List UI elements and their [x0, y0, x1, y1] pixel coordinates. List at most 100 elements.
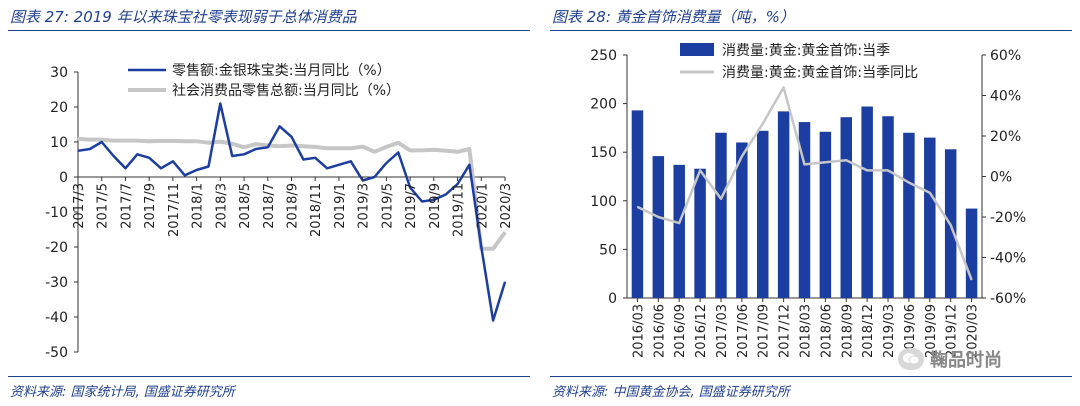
y-tick-label: -50 [45, 345, 68, 361]
data-point [866, 169, 868, 172]
x-tick-label: 2019/1 [333, 183, 348, 229]
data-point [255, 148, 257, 150]
x-tick-label: 2017/3 [72, 183, 87, 229]
x-tick-label: 2017/06 [736, 304, 751, 358]
x-tick-label: 2017/5 [96, 183, 111, 229]
data-point [184, 140, 186, 142]
watermark: 鞠品时尚 [898, 346, 1002, 372]
x-tick-label: 2019/3 [357, 183, 372, 229]
data-point [678, 222, 680, 224]
bar [819, 131, 832, 298]
data-point [219, 141, 221, 143]
y2-tick-label: 40% [990, 89, 1021, 105]
y-tick-label: 0 [608, 291, 617, 307]
y-tick-label: -40 [45, 310, 68, 326]
x-tick-label: 2018/09 [840, 304, 855, 358]
data-point [101, 138, 103, 141]
right-source: 资料来源: 中国黄金协会, 国盛证券研究所 [552, 385, 790, 400]
y2-tick-label: -60% [990, 291, 1026, 307]
y-tick-label: 100 [590, 194, 617, 210]
bar [882, 116, 894, 299]
x-tick-label: 2019/11 [452, 183, 467, 237]
data-point [302, 145, 304, 147]
legend-swatch [680, 43, 714, 56]
data-point [741, 155, 743, 157]
data-point [433, 199, 435, 201]
data-point [267, 146, 269, 148]
data-point [845, 159, 847, 161]
data-point [492, 319, 494, 322]
x-tick-label: 2018/9 [286, 183, 301, 229]
x-tick-label: 2019/7 [404, 183, 419, 229]
x-tick-label: 2018/06 [819, 304, 834, 358]
data-point [636, 206, 639, 208]
data-point [314, 146, 316, 148]
bar [965, 208, 978, 298]
x-tick-label: 2018/1 [191, 183, 206, 229]
x-tick-label: 2017/09 [757, 304, 772, 358]
left-panel: 图表 27: 2019 年以来珠宝社零表现弱于总体消费品 30 20 10 0 -10 -… [0, 0, 538, 406]
y-tick-label: 10 [50, 135, 68, 151]
x-tick-label: 2017/11 [167, 183, 182, 237]
data-point [373, 176, 376, 178]
data-point [421, 149, 423, 151]
data-point [970, 279, 973, 281]
right-chart-title: 图表 28: 黄金首饰消费量（吨，%） [552, 8, 795, 26]
data-point [468, 164, 471, 166]
legend-label: 消费量:黄金:黄金首饰:当季同比 [722, 64, 918, 81]
bar [694, 168, 706, 298]
data-point [456, 151, 459, 153]
data-point [207, 165, 210, 168]
data-point [385, 146, 387, 148]
data-point [136, 140, 138, 142]
data-point [148, 157, 150, 159]
data-point [326, 147, 328, 149]
y-tick-label: -30 [45, 275, 68, 291]
bar [652, 156, 665, 298]
data-point [326, 167, 328, 169]
y-tick-label: 30 [50, 65, 68, 81]
data-point [397, 151, 399, 154]
watermark-text: 鞠品时尚 [930, 350, 1002, 371]
y-tick-label: -10 [45, 205, 68, 221]
data-point [101, 141, 103, 143]
y2-tick-label: -40% [990, 251, 1026, 267]
x-tick-label: 2019/12 [945, 304, 960, 358]
data-point [929, 192, 931, 194]
x-tick-label: 2017/9 [143, 183, 158, 229]
legend-label: 消费量:黄金:黄金首饰:当季 [722, 42, 890, 59]
data-point [231, 155, 233, 157]
data-point [950, 224, 952, 226]
data-point [421, 200, 423, 203]
wechat-icon [898, 348, 924, 370]
data-point [172, 140, 174, 142]
x-tick-label: 2018/5 [238, 183, 253, 229]
x-tick-label: 2018/3 [214, 183, 229, 229]
data-point [338, 147, 340, 149]
bar [777, 111, 790, 298]
data-point [243, 153, 245, 155]
data-point [492, 248, 494, 250]
x-tick-label: 2018/12 [861, 304, 876, 358]
y-tick-label: 150 [590, 145, 617, 161]
x-tick-label: 2019/5 [380, 183, 395, 229]
data-point [160, 167, 162, 169]
left-chart: 30 20 10 0 -10 -20 -30 -40 -50 2017/3 2017/5 2017/7… [45, 63, 514, 361]
data-point [783, 86, 785, 88]
data-point [409, 186, 411, 189]
y-tick-label: 0 [59, 170, 68, 186]
data-point [196, 140, 198, 142]
left-top-rule [8, 30, 530, 31]
bar [673, 164, 685, 298]
x-tick-label: 2019/09 [924, 304, 939, 358]
y2-tick-label: 60% [990, 48, 1021, 64]
data-point [77, 150, 79, 152]
data-point [350, 147, 352, 149]
data-point [160, 140, 162, 142]
x-tick-label: 2016/06 [652, 304, 667, 358]
data-point [231, 143, 233, 145]
data-point [219, 102, 221, 105]
data-point [243, 146, 245, 148]
data-point [504, 231, 506, 233]
x-tick-label: 2016/12 [694, 304, 709, 358]
